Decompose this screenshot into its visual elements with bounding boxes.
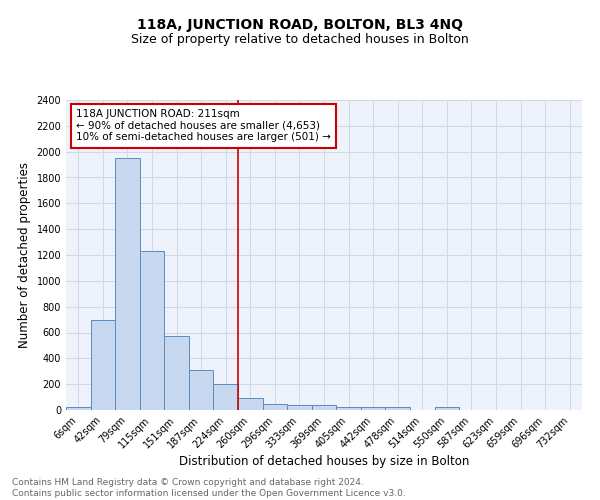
- Bar: [189, 370, 214, 410]
- Bar: [287, 406, 312, 410]
- X-axis label: Distribution of detached houses by size in Bolton: Distribution of detached houses by size …: [179, 456, 469, 468]
- Bar: [66, 408, 91, 410]
- Y-axis label: Number of detached properties: Number of detached properties: [18, 162, 31, 348]
- Bar: [238, 398, 263, 410]
- Bar: [91, 320, 115, 410]
- Bar: [312, 405, 336, 410]
- Bar: [336, 407, 361, 410]
- Text: Contains HM Land Registry data © Crown copyright and database right 2024.
Contai: Contains HM Land Registry data © Crown c…: [12, 478, 406, 498]
- Text: Size of property relative to detached houses in Bolton: Size of property relative to detached ho…: [131, 32, 469, 46]
- Bar: [385, 408, 410, 410]
- Text: 118A, JUNCTION ROAD, BOLTON, BL3 4NQ: 118A, JUNCTION ROAD, BOLTON, BL3 4NQ: [137, 18, 463, 32]
- Bar: [164, 336, 189, 410]
- Bar: [263, 404, 287, 410]
- Bar: [434, 408, 459, 410]
- Bar: [361, 408, 385, 410]
- Bar: [140, 251, 164, 410]
- Bar: [115, 158, 140, 410]
- Bar: [214, 384, 238, 410]
- Text: 118A JUNCTION ROAD: 211sqm
← 90% of detached houses are smaller (4,653)
10% of s: 118A JUNCTION ROAD: 211sqm ← 90% of deta…: [76, 110, 331, 142]
